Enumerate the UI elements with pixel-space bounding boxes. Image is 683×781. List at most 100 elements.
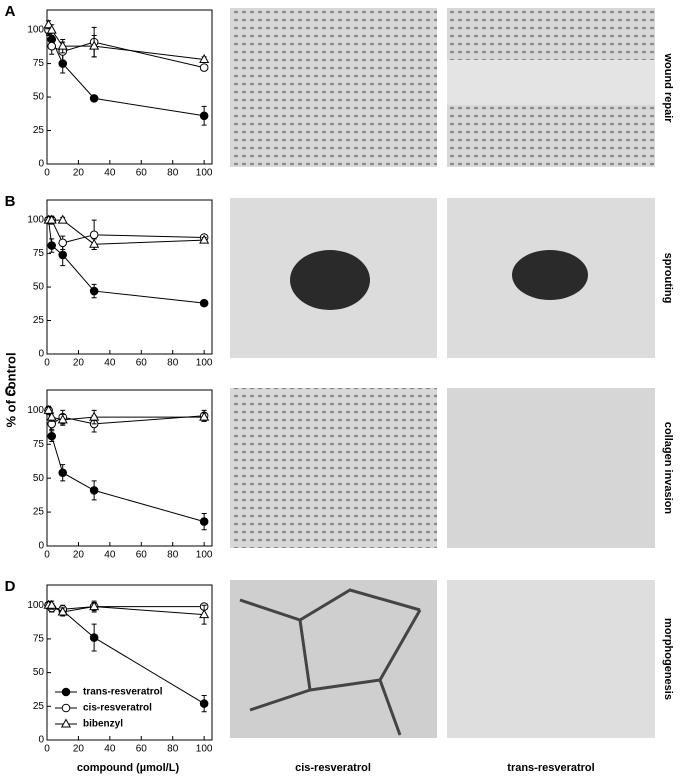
marker <box>89 286 99 296</box>
y-tick-label: 0 <box>38 159 44 170</box>
x-tick-label: 100 <box>196 168 213 179</box>
column-label: cis-resveratrol <box>295 762 371 774</box>
legend-label: cis-resveratrol <box>83 703 152 714</box>
x-tick-label: 100 <box>196 744 213 755</box>
y-tick-label: 75 <box>33 439 45 450</box>
x-tick-label: 60 <box>136 744 148 755</box>
row-label: morphogenesis <box>662 618 674 700</box>
y-tick-label: 50 <box>33 92 45 103</box>
wound-gap <box>447 60 655 105</box>
marker <box>47 241 57 250</box>
y-tick-label: 100 <box>27 25 44 36</box>
row-label: wound repair <box>662 52 674 123</box>
marker <box>47 431 57 441</box>
x-tick-label: 80 <box>167 744 179 755</box>
series-line <box>48 410 205 421</box>
marker <box>46 24 57 34</box>
series-line <box>48 410 205 523</box>
marker <box>199 699 209 708</box>
marker <box>199 517 209 526</box>
x-tick-label: 80 <box>167 550 179 561</box>
marker <box>57 414 68 424</box>
row-label: collagen invasion <box>662 422 674 515</box>
y-tick-label: 25 <box>33 507 45 518</box>
marker <box>58 468 68 478</box>
panel-letter: D <box>5 578 16 595</box>
series-line <box>48 220 205 304</box>
y-tick-label: 75 <box>33 248 45 259</box>
series-line <box>48 29 205 69</box>
y-tick-label: 100 <box>27 405 44 416</box>
marker <box>89 230 99 240</box>
marker <box>58 238 68 248</box>
legend-marker <box>60 718 72 728</box>
x-tick-label: 60 <box>136 168 148 179</box>
x-tick-label: 20 <box>73 358 85 369</box>
x-tick-label: 60 <box>136 358 148 369</box>
tube-network <box>239 588 422 736</box>
marker <box>89 94 99 103</box>
series-line <box>48 24 205 61</box>
x-axis-label: compound (µmol/L) <box>77 762 180 774</box>
marker <box>199 111 209 121</box>
y-axis-label: % of control <box>3 352 18 427</box>
y-tick-label: 25 <box>33 315 45 326</box>
plot-frame <box>46 9 213 165</box>
x-tick-label: 20 <box>73 550 85 561</box>
marker <box>57 214 68 224</box>
micrograph <box>230 580 437 738</box>
y-tick-label: 100 <box>27 600 44 611</box>
marker <box>58 250 68 260</box>
y-tick-label: 50 <box>33 667 45 678</box>
x-tick-label: 40 <box>104 358 116 369</box>
marker <box>89 633 99 642</box>
micrograph <box>230 388 437 548</box>
micrograph <box>230 8 437 167</box>
marker <box>46 599 57 609</box>
plot-frame <box>46 584 213 741</box>
marker <box>89 238 100 248</box>
marker <box>199 234 210 244</box>
marker <box>47 41 57 51</box>
marker <box>199 609 210 619</box>
marker <box>43 404 54 414</box>
marker <box>46 411 57 421</box>
x-tick-label: 100 <box>196 550 213 561</box>
y-tick-label: 50 <box>33 282 45 293</box>
column-label: trans-resveratrol <box>507 762 594 774</box>
legend-label: trans-resveratrol <box>83 687 163 698</box>
spheroid <box>290 250 370 310</box>
panel-letter: B <box>5 193 16 210</box>
x-tick-label: 20 <box>73 168 85 179</box>
marker <box>89 601 100 611</box>
legend-marker <box>61 703 71 713</box>
marker <box>199 54 210 64</box>
marker <box>199 298 209 308</box>
legend-marker <box>61 687 71 697</box>
marker <box>57 40 68 50</box>
y-tick-label: 0 <box>38 541 44 552</box>
marker <box>199 63 209 72</box>
x-tick-label: 0 <box>44 168 50 179</box>
x-tick-label: 40 <box>104 744 116 755</box>
marker <box>199 411 210 421</box>
panel-letter: A <box>5 3 16 20</box>
x-tick-label: 0 <box>44 550 50 561</box>
x-tick-label: 0 <box>44 358 50 369</box>
y-tick-label: 0 <box>38 735 44 746</box>
marker <box>89 411 100 421</box>
x-tick-label: 40 <box>104 168 116 179</box>
y-tick-label: 75 <box>33 634 45 645</box>
plot-frame <box>46 199 213 355</box>
x-tick-label: 40 <box>104 550 116 561</box>
marker <box>89 40 100 50</box>
micrograph <box>447 580 655 738</box>
micrographs <box>230 8 655 738</box>
marker <box>46 214 57 224</box>
panel-letter: C <box>5 383 16 400</box>
x-tick-label: 0 <box>44 744 50 755</box>
y-tick-label: 0 <box>38 349 44 360</box>
y-tick-label: 100 <box>27 215 44 226</box>
x-tick-label: 80 <box>167 358 179 369</box>
